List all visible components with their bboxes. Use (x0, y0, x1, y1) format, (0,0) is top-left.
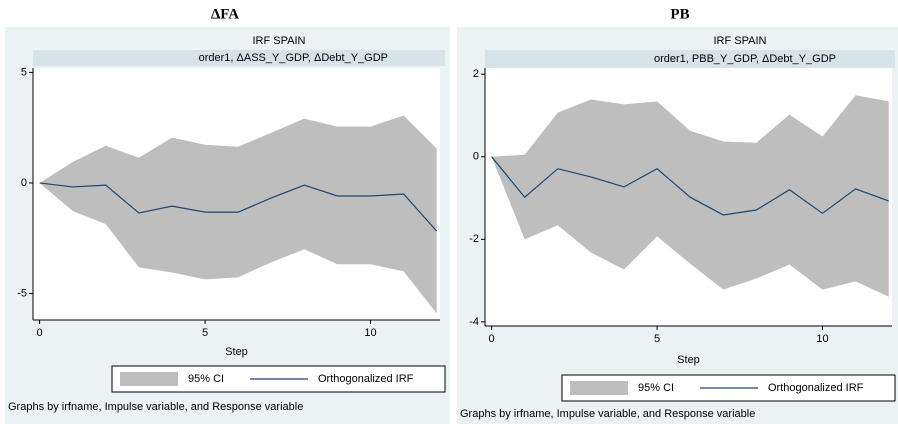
x-tick-label: 0 (489, 333, 495, 345)
header: IRF SPAIN (714, 35, 767, 47)
header: IRF SPAIN (253, 35, 306, 47)
legend-label: Orthogonalized IRF (768, 382, 864, 394)
y-tick-label: -2 (469, 233, 479, 245)
panel-title: PB (670, 6, 689, 22)
x-tick-label: 5 (654, 333, 660, 345)
ci-band (39, 115, 437, 314)
legend-label: Orthogonalized IRF (318, 373, 414, 385)
note: Graphs by irfname, Impulse variable, and… (460, 408, 755, 420)
y-tick-label: 0 (473, 151, 479, 163)
x-tick-label: 5 (202, 327, 208, 339)
subtitle-strip (33, 50, 445, 66)
irf-line (39, 182, 438, 232)
legend-label: 95% CI (188, 373, 224, 385)
y-tick-label: -4 (469, 316, 479, 328)
legend-swatch (120, 372, 178, 386)
note: Graphs by irfname, Impulse variable, and… (8, 401, 303, 413)
legend-swatch (570, 381, 628, 395)
legend-label: 95% CI (638, 382, 674, 394)
panel-title: ΔFA (211, 6, 239, 22)
subtitle-strip (485, 50, 895, 68)
y-tick-label: 2 (473, 68, 479, 80)
y-tick-label: 5 (21, 66, 27, 78)
x-axis-label: Step (225, 346, 248, 358)
x-tick-label: 0 (37, 327, 43, 339)
x-tick-label: 10 (816, 333, 828, 345)
subtitle: order1, PBB_Y_GDP, ΔDebt_Y_GDP (654, 53, 836, 65)
irf-line (491, 156, 889, 216)
y-tick-label: -5 (17, 287, 27, 299)
subtitle: order1, ΔASS_Y_GDP, ΔDebt_Y_GDP (199, 52, 388, 64)
y-tick-label: 0 (21, 177, 27, 189)
x-axis-label: Step (677, 354, 700, 366)
x-tick-label: 10 (364, 327, 376, 339)
ci-band (491, 95, 889, 297)
